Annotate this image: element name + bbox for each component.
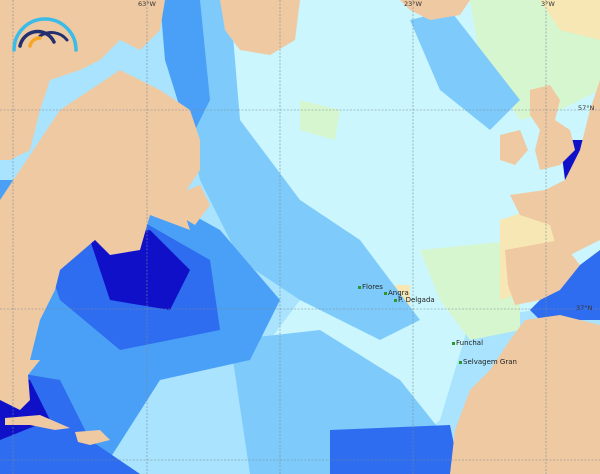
land-greenland (220, 0, 300, 55)
land-ireland (500, 130, 528, 165)
lon-label-3w: 3°W (541, 0, 555, 8)
ocean-band-mid (160, 0, 420, 340)
ocean-deep-med (530, 250, 600, 320)
place-marker-icon (358, 285, 361, 289)
place-marker-icon (394, 298, 397, 302)
lon-label-63w: 63°W (138, 0, 156, 8)
land-iceland (400, 0, 470, 20)
place-marker-icon (459, 360, 462, 364)
place-funchal[interactable]: Funchal (452, 339, 483, 347)
lon-label-23w: 23°W (404, 0, 422, 8)
ocean-band-mid-2 (410, 10, 520, 130)
lat-label-37n: 37°N (576, 304, 593, 312)
land-canada-east (0, 70, 200, 360)
ocean-deep-south (330, 425, 460, 474)
land-europe (510, 80, 600, 260)
ocean-band-green-2 (420, 240, 520, 340)
place-flores[interactable]: Flores (358, 283, 383, 291)
lat-label-57n: 57°N (578, 104, 595, 112)
place-selvagem-grande[interactable]: Selvagem Gran (459, 358, 517, 366)
ocean-band-yellow (540, 0, 600, 40)
place-p-delgada[interactable]: P. Delgada (394, 296, 435, 304)
land-britain (530, 85, 575, 170)
place-marker-icon (384, 291, 387, 295)
ocean-mid-labrador (160, 0, 210, 140)
land-hispaniola (75, 430, 110, 445)
land-newfoundland (175, 185, 210, 225)
place-angra[interactable]: Angra (384, 289, 409, 297)
land-cuba (5, 415, 70, 430)
place-marker-icon (452, 341, 455, 345)
wave-arcs-logo (12, 17, 78, 52)
land-africa (450, 315, 600, 474)
land-florida (0, 360, 40, 410)
land-iberia (505, 240, 580, 305)
land-canada-north (0, 0, 165, 160)
